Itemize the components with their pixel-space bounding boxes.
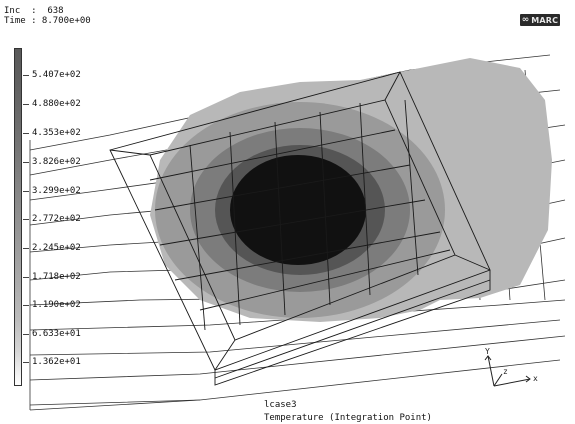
legend-label: 5.407e+02 [32, 70, 81, 80]
legend-label: 1.362e+01 [32, 357, 81, 367]
legend-label: 2.772e+02 [32, 214, 81, 224]
legend-label: 6.633e+01 [32, 329, 81, 339]
legend-tick [23, 75, 29, 76]
quantity-label: Temperature (Integration Point) [264, 413, 432, 423]
legend-tick [23, 219, 29, 220]
triad-y-label: Y [485, 347, 490, 356]
z-axis-arrow [493, 373, 503, 387]
marc-logo: ∞ MARC [520, 14, 560, 26]
legend-tick [23, 191, 29, 192]
weld-block-mesh [109, 71, 491, 386]
legend-tick [23, 277, 29, 278]
legend-tick [23, 104, 29, 105]
triad-z-label: z [503, 367, 508, 376]
legend-color-bar [14, 48, 22, 386]
legend-label: 4.880e+02 [32, 99, 81, 109]
plate-edge [29, 140, 201, 411]
loadcase-label: lcase3 [264, 400, 297, 410]
y-axis-arrow [487, 355, 495, 387]
legend-label: 2.245e+02 [32, 243, 81, 253]
x-axis-arrow [493, 378, 531, 387]
legend-tick [23, 162, 29, 163]
coordinate-triad: Y x z [484, 347, 538, 387]
time-readout: Time : 8.700e+00 [4, 16, 91, 26]
legend-tick [23, 133, 29, 134]
increment-readout: Inc : 638 [4, 6, 64, 16]
temperature-core [230, 155, 366, 265]
triad-x-label: x [533, 374, 538, 383]
legend-label: 3.826e+02 [32, 157, 81, 167]
marc-logo-text: MARC [531, 15, 559, 25]
legend-label: 4.353e+02 [32, 128, 81, 138]
legend-tick [23, 334, 29, 335]
legend-tick [23, 305, 29, 306]
legend-tick [23, 362, 29, 363]
legend-tick [23, 248, 29, 249]
legend-label: 3.299e+02 [32, 186, 81, 196]
marc-logo-icon: ∞ [521, 14, 530, 25]
legend-label: 1.718e+02 [32, 272, 81, 282]
legend-label: 1.190e+02 [32, 300, 81, 310]
